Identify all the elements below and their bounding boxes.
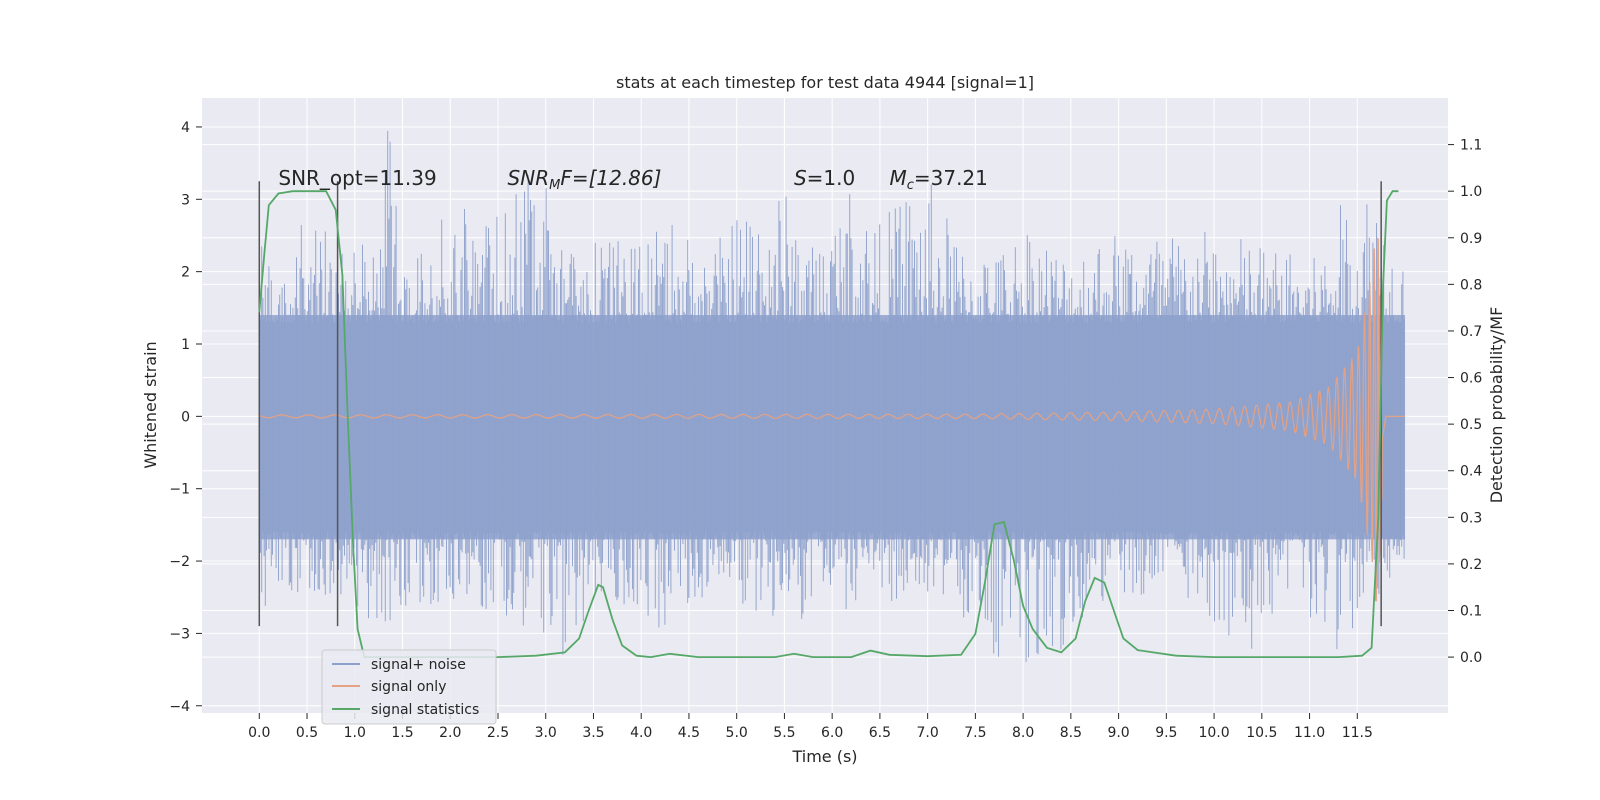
x-tick-label: 7.0: [917, 725, 939, 741]
mc-val: =37.21: [914, 166, 988, 190]
x-tick-label: 6.0: [821, 725, 843, 741]
mc-annotation: Mc=37.21: [889, 166, 987, 193]
y2-tick-label: 1.0: [1460, 184, 1482, 200]
x-tick-label: 1.0: [344, 725, 366, 741]
x-tick-label: 8.0: [1012, 725, 1034, 741]
y2-tick-label: 0.1: [1460, 604, 1482, 620]
x-tick-label: 10.5: [1246, 725, 1277, 741]
signal-statistics-line: [258, 190, 1399, 659]
x-tick-label: 11.0: [1294, 725, 1325, 741]
y2-ticks: 1.1 1.0 0.9 0.8 0.7 0.6 0.5 0.4 0.3 0.2 0.1 0.0: [1448, 138, 1482, 666]
y-tick-label: 4: [181, 120, 190, 136]
y-tick-label: 3: [181, 192, 190, 208]
x-tick-label: 2.0: [439, 725, 461, 741]
y2-tick-label: 0.9: [1460, 231, 1482, 247]
x-tick-label: 2.5: [487, 725, 509, 741]
legend-label-signal-noise: signal+ noise: [371, 657, 466, 673]
chart-title: stats at each timestep for test data 494…: [616, 73, 1034, 92]
annotations: SNR_opt=11.39 SNRMF=[12.86] S=1.0 Mc=37.…: [278, 166, 988, 193]
y-tick-label: −1: [169, 482, 190, 498]
legend-box: [321, 649, 497, 725]
y-tick-label: −4: [169, 699, 190, 715]
y-tick-label: 1: [181, 337, 190, 353]
x-axis-label: Time (s): [791, 747, 857, 766]
y2-tick-label: 0.5: [1460, 417, 1482, 433]
x-tick-label: 0.0: [248, 725, 270, 741]
x-tick-label: 3.5: [582, 725, 604, 741]
y2-axis-label: Detection probability/MF: [1487, 307, 1506, 504]
x-ticks: 0.0 0.5 1.0 1.5 2.0 2.5 3.0 3.5 4.0 4.5 5.0 5.5 6.0 6…: [248, 713, 1373, 741]
x-tick-label: 1.5: [391, 725, 413, 741]
y-axis-label: Whitened strain: [141, 341, 160, 468]
y2-tick-label: 0.4: [1460, 464, 1482, 480]
x-tick-label: 9.5: [1155, 725, 1177, 741]
x-tick-label: 4.5: [678, 725, 700, 741]
signal-noise-series: [258, 130, 1406, 662]
snr-mf-tail: F=[12.86]: [560, 166, 661, 190]
x-tick-label: 7.5: [964, 725, 986, 741]
x-tick-label: 5.0: [726, 725, 748, 741]
x-tick-label: 3.0: [535, 725, 557, 741]
legend-label-signal-statistics: signal statistics: [371, 702, 479, 718]
x-tick-label: 11.5: [1342, 725, 1373, 741]
x-tick-label: 4.0: [630, 725, 652, 741]
signal-only-line: [259, 237, 1405, 602]
s-annotation: S=1.0: [794, 166, 855, 190]
y2-tick-label: 1.1: [1460, 138, 1482, 154]
y2-tick-label: 0.6: [1460, 371, 1482, 387]
y-tick-label: 2: [181, 265, 190, 281]
y2-tick-label: 0.0: [1460, 650, 1482, 666]
y2-tick-label: 0.8: [1460, 277, 1482, 293]
snr-mf-annotation: SNRMF=[12.86]: [508, 166, 662, 193]
x-tick-label: 8.5: [1060, 725, 1082, 741]
y-tick-label: 0: [181, 409, 190, 425]
y-tick-label: −2: [169, 554, 190, 570]
s-val: =1.0: [807, 166, 856, 190]
legend-label-signal-only: signal only: [371, 679, 446, 695]
signal-statistics-series: [258, 190, 1399, 659]
legend: signal+ noise signal only signal statist…: [321, 649, 497, 725]
s-var: S: [794, 166, 807, 190]
x-tick-label: 9.0: [1107, 725, 1129, 741]
snr-mf-sub: M: [549, 178, 560, 193]
mc-var: M: [889, 166, 906, 190]
y2-tick-label: 0.7: [1460, 324, 1482, 340]
snr-mf-main: SNR: [508, 166, 550, 190]
x-tick-label: 0.5: [296, 725, 318, 741]
y-tick-label: −3: [169, 626, 190, 642]
x-tick-label: 6.5: [869, 725, 891, 741]
signal-only-series: [259, 237, 1405, 602]
y2-tick-label: 0.3: [1460, 510, 1482, 526]
snr-opt-annotation: SNR_opt=11.39: [278, 166, 436, 190]
x-tick-label: 5.5: [773, 725, 795, 741]
y2-tick-label: 0.2: [1460, 557, 1482, 573]
mc-sub: c: [907, 178, 914, 193]
x-tick-label: 10.0: [1198, 725, 1229, 741]
y-ticks: 4 3 2 1 0 −1 −2 −3 −4: [169, 120, 202, 715]
